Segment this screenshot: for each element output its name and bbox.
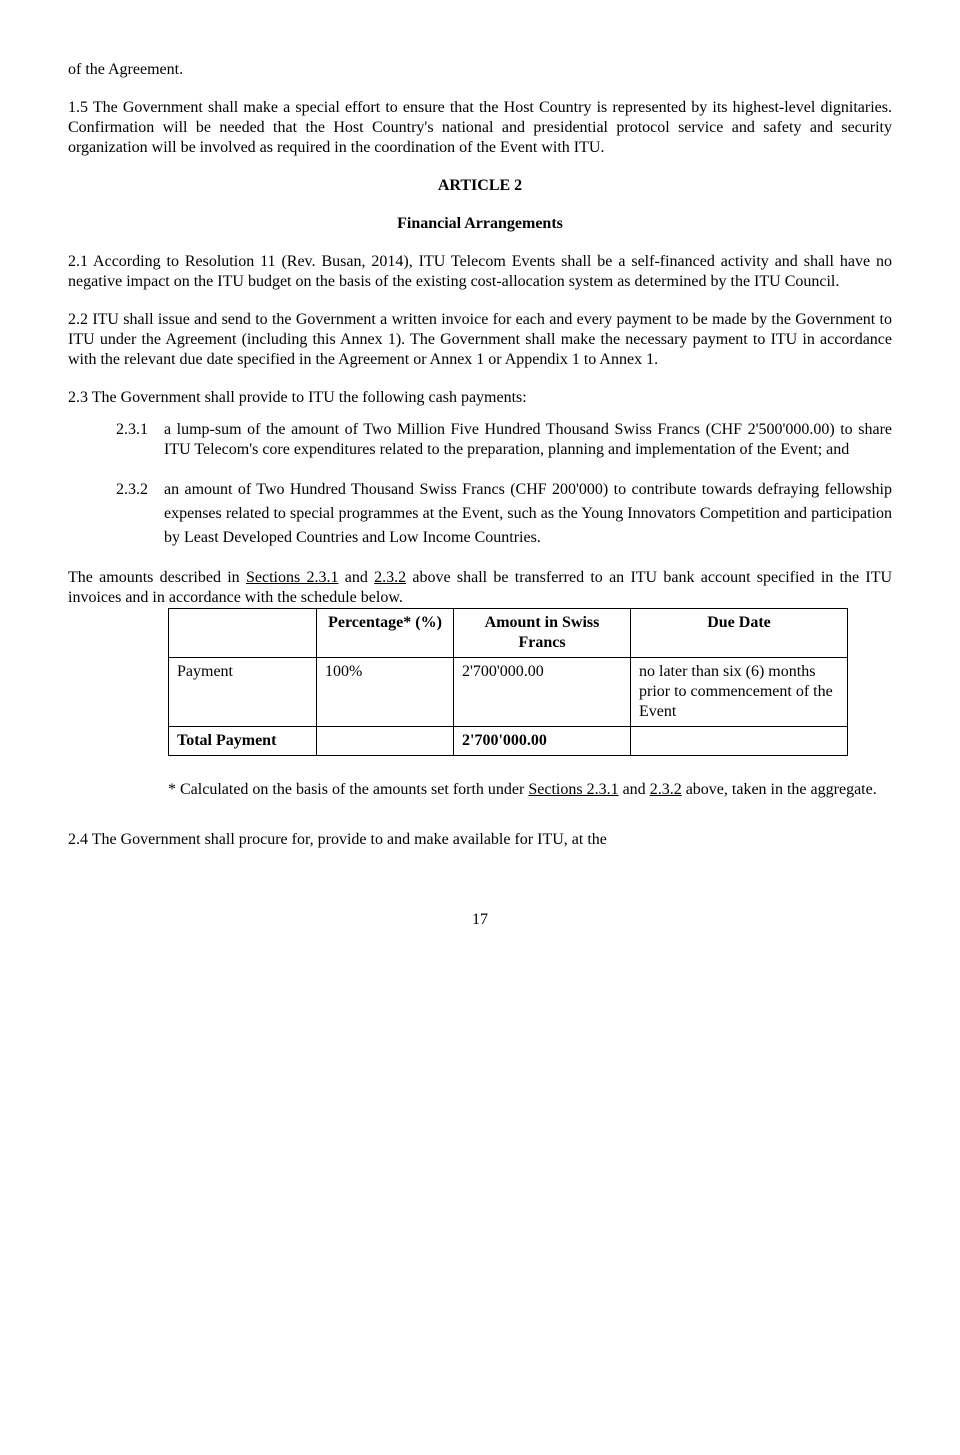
- para-2-4: 2.4 The Government shall procure for, pr…: [68, 830, 892, 850]
- para-2-3-1-text: a lump-sum of the amount of Two Million …: [164, 421, 892, 458]
- article-2-heading: ARTICLE 2: [68, 176, 892, 196]
- transfer-paragraph: The amounts described in Sections 2.3.1 …: [68, 568, 892, 608]
- footnote: * Calculated on the basis of the amounts…: [168, 780, 892, 800]
- cell-row2-due: [631, 727, 848, 756]
- para-1-5: 1.5 The Government shall make a special …: [68, 98, 892, 158]
- para-2-3: 2.3 The Government shall provide to ITU …: [68, 388, 892, 408]
- cell-row1-amt: 2'700'000.00: [454, 658, 631, 727]
- table-header-due: Due Date: [631, 609, 848, 658]
- transfer-sections-link-1: Sections 2.3.1: [246, 569, 339, 586]
- footnote-mid: and: [619, 781, 650, 798]
- table-row: Total Payment 2'700'000.00: [169, 727, 848, 756]
- para-2-3-2-label: 2.3.2: [116, 478, 148, 502]
- footnote-pre: * Calculated on the basis of the amounts…: [168, 781, 528, 798]
- cell-row2-pct: [317, 727, 454, 756]
- article-2-subheading: Financial Arrangements: [68, 214, 892, 234]
- transfer-mid1: and: [338, 569, 374, 586]
- footnote-post: above, taken in the aggregate.: [682, 781, 877, 798]
- cell-row2-amt: 2'700'000.00: [454, 727, 631, 756]
- para-2-3-2-text: an amount of Two Hundred Thousand Swiss …: [164, 481, 892, 546]
- table-row: Payment 100% 2'700'000.00 no later than …: [169, 658, 848, 727]
- cell-row1-due: no later than six (6) months prior to co…: [631, 658, 848, 727]
- cell-row1-label: Payment: [169, 658, 317, 727]
- transfer-sections-link-2: 2.3.2: [374, 569, 406, 586]
- payment-schedule-table: Percentage* (%) Amount in Swiss Francs D…: [168, 608, 848, 756]
- table-header-pct: Percentage* (%): [317, 609, 454, 658]
- of-agreement-text: of the Agreement.: [68, 60, 892, 80]
- page-number: 17: [68, 910, 892, 930]
- footnote-sections-link-1: Sections 2.3.1: [528, 781, 618, 798]
- transfer-pre: The amounts described in: [68, 569, 246, 586]
- cell-row2-label: Total Payment: [169, 727, 317, 756]
- para-2-1: 2.1 According to Resolution 11 (Rev. Bus…: [68, 252, 892, 292]
- para-2-3-1-label: 2.3.1: [116, 420, 148, 440]
- table-header-row: Percentage* (%) Amount in Swiss Francs D…: [169, 609, 848, 658]
- cell-row1-pct: 100%: [317, 658, 454, 727]
- para-2-2: 2.2 ITU shall issue and send to the Gove…: [68, 310, 892, 370]
- para-2-3-1: 2.3.1 a lump-sum of the amount of Two Mi…: [68, 420, 892, 460]
- para-2-3-2: 2.3.2 an amount of Two Hundred Thousand …: [68, 478, 892, 550]
- table-header-amt: Amount in Swiss Francs: [454, 609, 631, 658]
- footnote-sections-link-2: 2.3.2: [650, 781, 682, 798]
- table-header-empty: [169, 609, 317, 658]
